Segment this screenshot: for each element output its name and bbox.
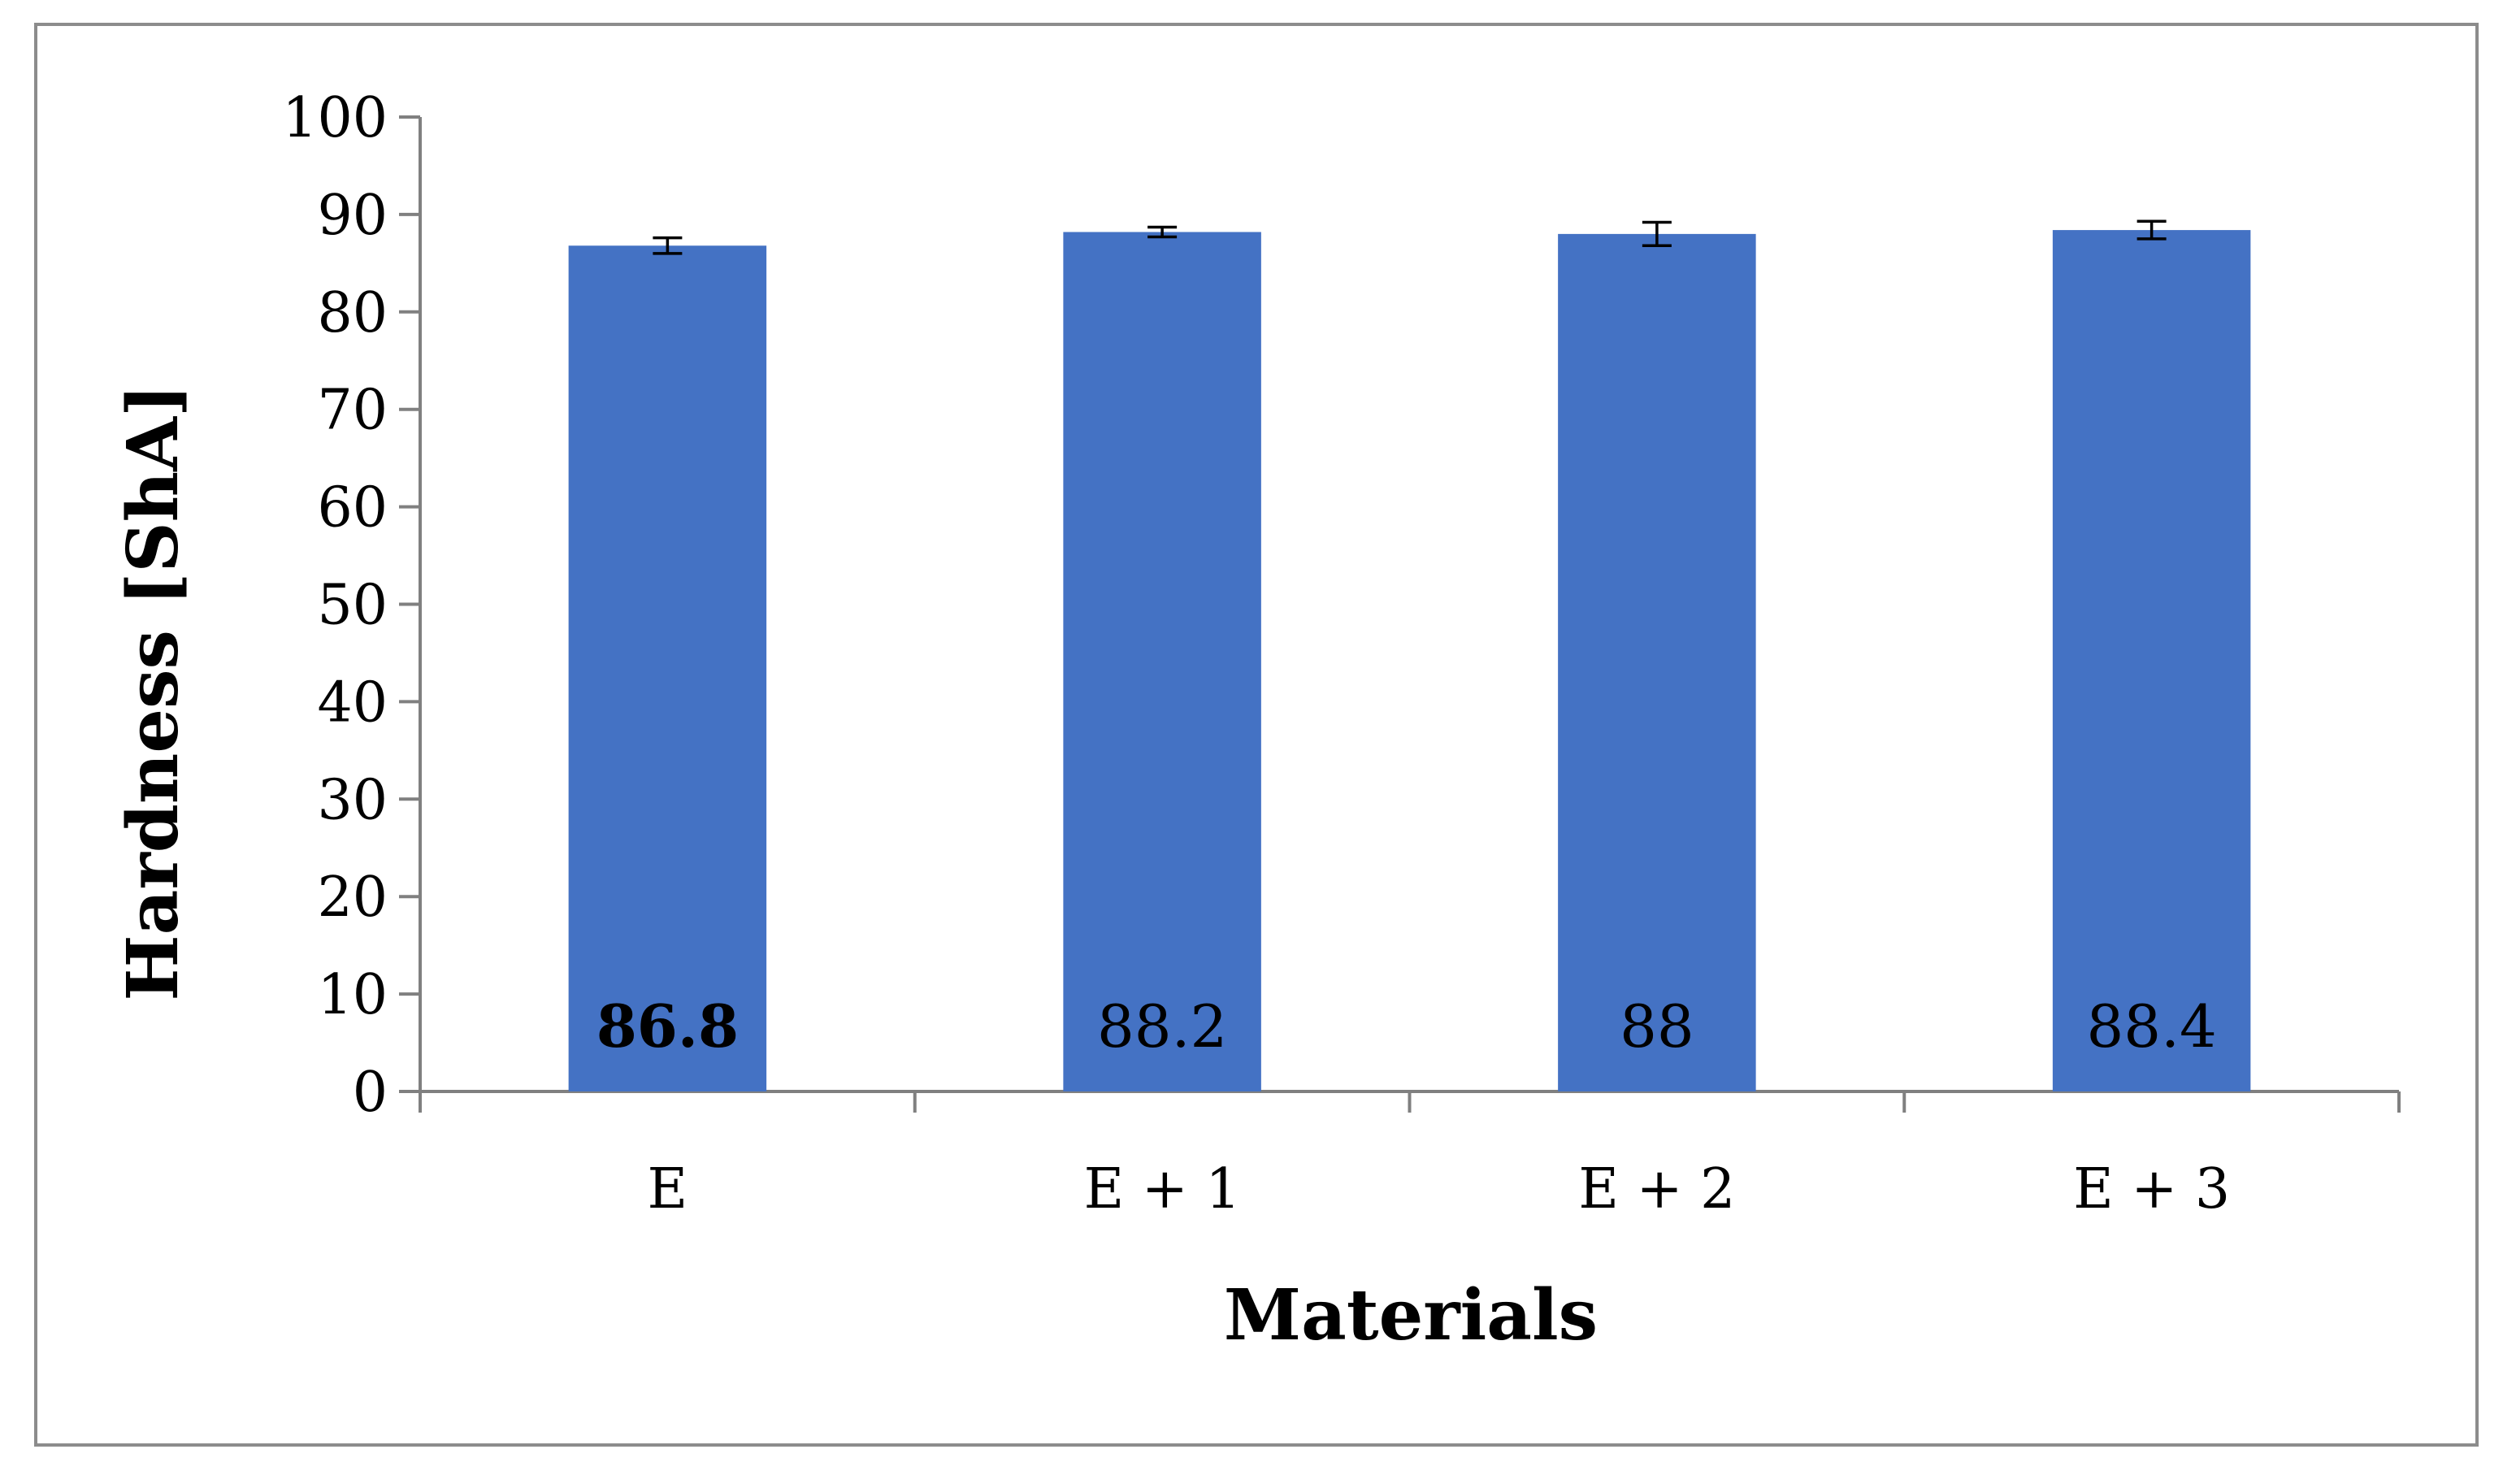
data-label: 88.2 xyxy=(1097,992,1227,1061)
data-label: 88.4 xyxy=(2086,992,2216,1061)
bar xyxy=(2052,230,2251,1092)
bar xyxy=(568,245,767,1091)
y-tick-label: 50 xyxy=(317,574,388,638)
y-tick-label: 20 xyxy=(317,866,388,930)
bar xyxy=(1558,233,1756,1091)
y-tick-label: 90 xyxy=(317,184,388,248)
y-tick-label: 70 xyxy=(317,379,388,443)
y-tick-label: 0 xyxy=(353,1061,388,1125)
error-bars xyxy=(653,219,2167,255)
bar xyxy=(1063,232,1261,1092)
y-tick-label: 60 xyxy=(317,476,388,540)
y-tick-label: 40 xyxy=(317,670,388,735)
data-labels: 86.8 88.2 88 88.4 xyxy=(596,992,2217,1061)
y-tick-label: 10 xyxy=(317,963,388,1027)
bar-series xyxy=(568,230,2251,1092)
data-label: 88 xyxy=(1620,992,1694,1061)
x-tick-label: E + 1 xyxy=(1084,1157,1241,1221)
y-tick-label: 100 xyxy=(282,86,388,150)
y-axis-title: Hardness [ShA] xyxy=(112,384,194,1000)
x-tick-label: E + 3 xyxy=(2073,1157,2230,1221)
y-tick-label: 80 xyxy=(317,281,388,345)
x-tick-label: E + 2 xyxy=(1578,1157,1735,1221)
y-axis: 0 10 20 30 40 50 60 70 80 90 100 xyxy=(282,86,422,1125)
x-tick-label: E xyxy=(648,1157,688,1221)
data-label: 86.8 xyxy=(596,992,739,1061)
y-tick-label: 30 xyxy=(317,768,388,832)
x-axis-title: Materials xyxy=(1224,1274,1598,1356)
